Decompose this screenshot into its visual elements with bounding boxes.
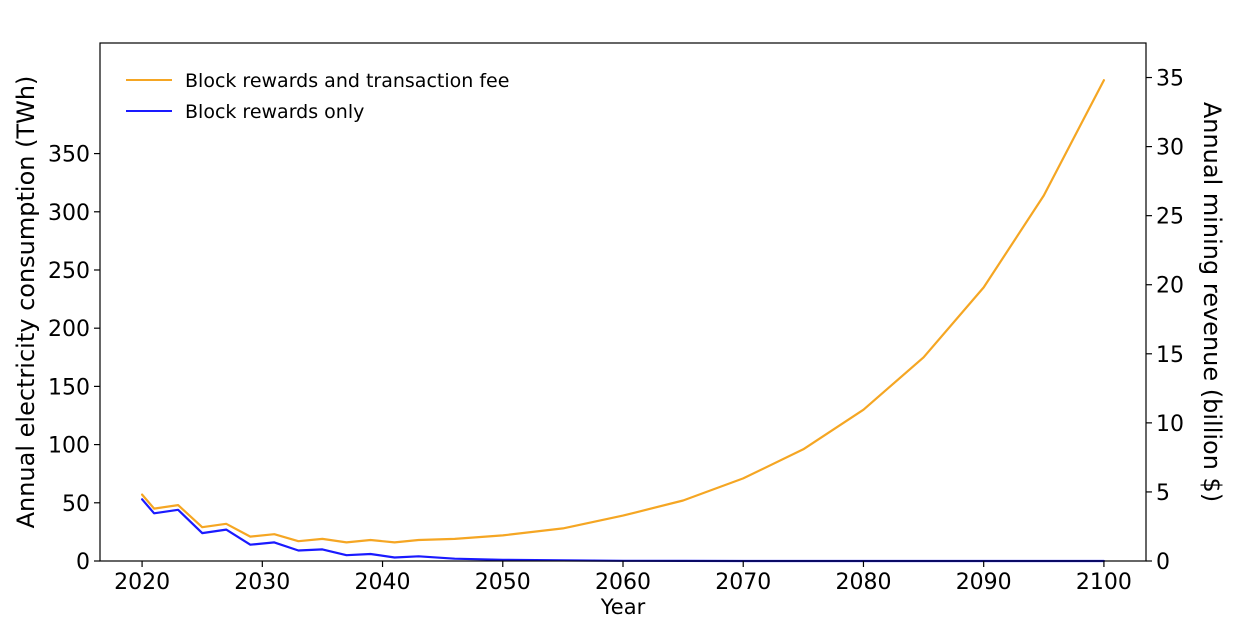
legend: Block rewards and transaction fee Block … xyxy=(126,70,509,123)
x-tick-label: 2060 xyxy=(595,570,651,595)
x-tick-label: 2050 xyxy=(475,570,531,595)
x-axis-label: Year xyxy=(600,595,646,619)
right-y-tick-label: 35 xyxy=(1156,67,1184,92)
right-y-tick-label: 0 xyxy=(1156,550,1170,575)
x-tick-label: 2040 xyxy=(355,570,411,595)
left-y-tick-label: 250 xyxy=(48,259,90,284)
right-y-tick-label: 5 xyxy=(1156,481,1170,506)
x-tick-label: 2070 xyxy=(715,570,771,595)
legend-entry-block-rewards-only: Block rewards only xyxy=(185,101,364,123)
x-tick-label: 2030 xyxy=(234,570,290,595)
left-y-tick-label: 100 xyxy=(48,434,90,459)
x-tick-label: 2020 xyxy=(114,570,170,595)
x-tick-label: 2080 xyxy=(835,570,891,595)
series-line-0 xyxy=(141,79,1106,544)
left-y-axis-label: Annual electricity consumption (TWh) xyxy=(12,76,40,529)
right-y-tick-label: 30 xyxy=(1156,136,1184,161)
left-y-tick-label: 200 xyxy=(48,317,90,342)
legend-entry-block-rewards-and-fee: Block rewards and transaction fee xyxy=(185,70,509,92)
right-y-axis-ticks: 0 5 10 15 20 25 30 35 xyxy=(1146,67,1184,575)
right-y-tick-label: 15 xyxy=(1156,343,1184,368)
left-y-axis-ticks: 0 50 100 150 200 250 300 350 xyxy=(48,143,100,575)
x-tick-label: 2090 xyxy=(956,570,1012,595)
right-y-tick-label: 10 xyxy=(1156,412,1184,437)
left-y-tick-label: 150 xyxy=(48,375,90,400)
left-y-tick-label: 50 xyxy=(62,492,90,517)
right-y-tick-label: 20 xyxy=(1156,274,1184,299)
left-y-tick-label: 350 xyxy=(48,143,90,168)
left-y-tick-label: 300 xyxy=(48,201,90,226)
x-tick-label: 2100 xyxy=(1076,570,1132,595)
right-y-axis-label: Annual mining revenue (billion $) xyxy=(1198,102,1226,502)
x-axis-ticks: 2020 2030 2040 2050 2060 2070 2080 2090 2100 xyxy=(114,561,1132,595)
left-y-tick-label: 0 xyxy=(76,550,90,575)
right-y-tick-label: 25 xyxy=(1156,205,1184,230)
